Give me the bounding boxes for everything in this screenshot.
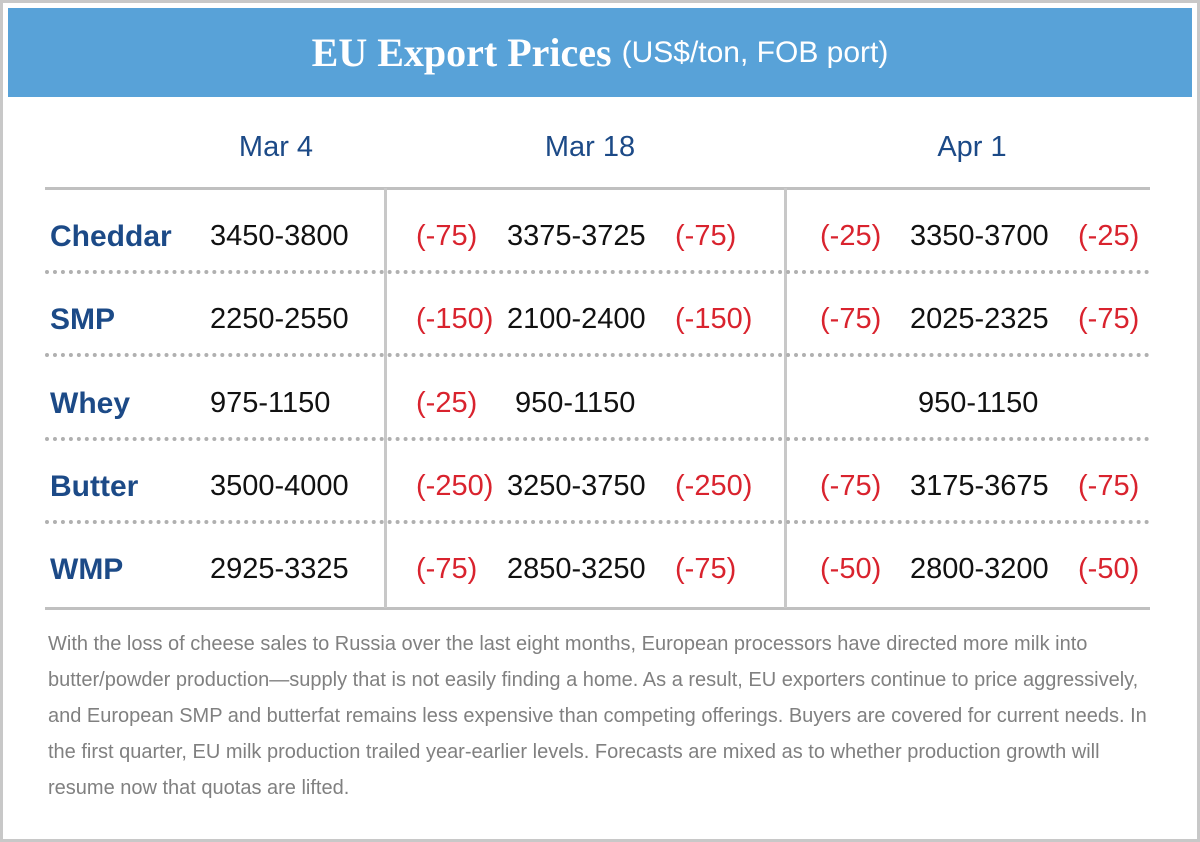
- product-name: WMP: [50, 553, 124, 587]
- price-range: 2250-2550: [210, 303, 349, 336]
- price-range: 2800-3200: [910, 553, 1049, 586]
- price-change: (-75): [820, 303, 882, 336]
- price-change: (-50): [1078, 553, 1140, 586]
- price-range: 950-1150: [515, 386, 636, 419]
- price-range: 3500-4000: [210, 469, 349, 502]
- row-separator: [45, 353, 1150, 358]
- price-change: (-75): [1078, 303, 1140, 336]
- price-range: 2025-2325: [910, 303, 1049, 336]
- price-change: (-25): [416, 386, 478, 419]
- product-name: Whey: [50, 386, 131, 420]
- column-header: Apr 1: [937, 131, 1007, 163]
- price-range: 3175-3675: [910, 469, 1049, 502]
- price-range: 950-1150: [918, 386, 1039, 419]
- price-change: (-75): [416, 220, 478, 252]
- row-separator: [45, 436, 1150, 441]
- row-separator: [45, 270, 1150, 274]
- column-header: Mar 4: [238, 131, 314, 163]
- price-range: 2100-2400: [507, 303, 646, 336]
- divider: [784, 188, 787, 608]
- header: EU Export Prices (US$/ton, FOB port): [8, 8, 1192, 97]
- price-change: (-150): [675, 303, 753, 336]
- title: EU Export Prices: [311, 30, 612, 75]
- price-change: (-25): [1078, 220, 1140, 252]
- price-range: 3350-3700: [910, 220, 1049, 252]
- price-range: 3375-3725: [507, 220, 646, 252]
- column-header: Mar 18: [544, 131, 636, 163]
- product-name: Cheddar: [50, 220, 172, 253]
- price-change: (-150): [416, 303, 494, 336]
- price-change: (-75): [675, 220, 737, 252]
- price-range: 3250-3750: [507, 469, 646, 502]
- subtitle: (US$/ton, FOB port): [621, 35, 889, 69]
- product-name: SMP: [50, 303, 116, 337]
- price-change: (-75): [416, 553, 478, 586]
- price-change: (-250): [675, 469, 753, 502]
- rule: [45, 187, 1150, 190]
- price-range: 975-1150: [210, 386, 331, 419]
- price-change: (-75): [675, 553, 737, 586]
- price-range: 3450-3800: [210, 220, 349, 252]
- footnote: With the loss of cheese sales to Russia …: [48, 633, 1147, 799]
- price-range: 2925-3325: [210, 553, 349, 586]
- product-name: Butter: [50, 469, 139, 503]
- price-change: (-75): [1078, 469, 1140, 502]
- rule: [45, 607, 1150, 610]
- price-change: (-25): [820, 220, 882, 252]
- price-change: (-250): [416, 469, 494, 502]
- price-change: (-50): [820, 553, 882, 586]
- divider: [384, 188, 387, 608]
- row-separator: [45, 519, 1150, 524]
- price-change: (-75): [820, 469, 882, 502]
- price-range: 2850-3250: [507, 553, 646, 586]
